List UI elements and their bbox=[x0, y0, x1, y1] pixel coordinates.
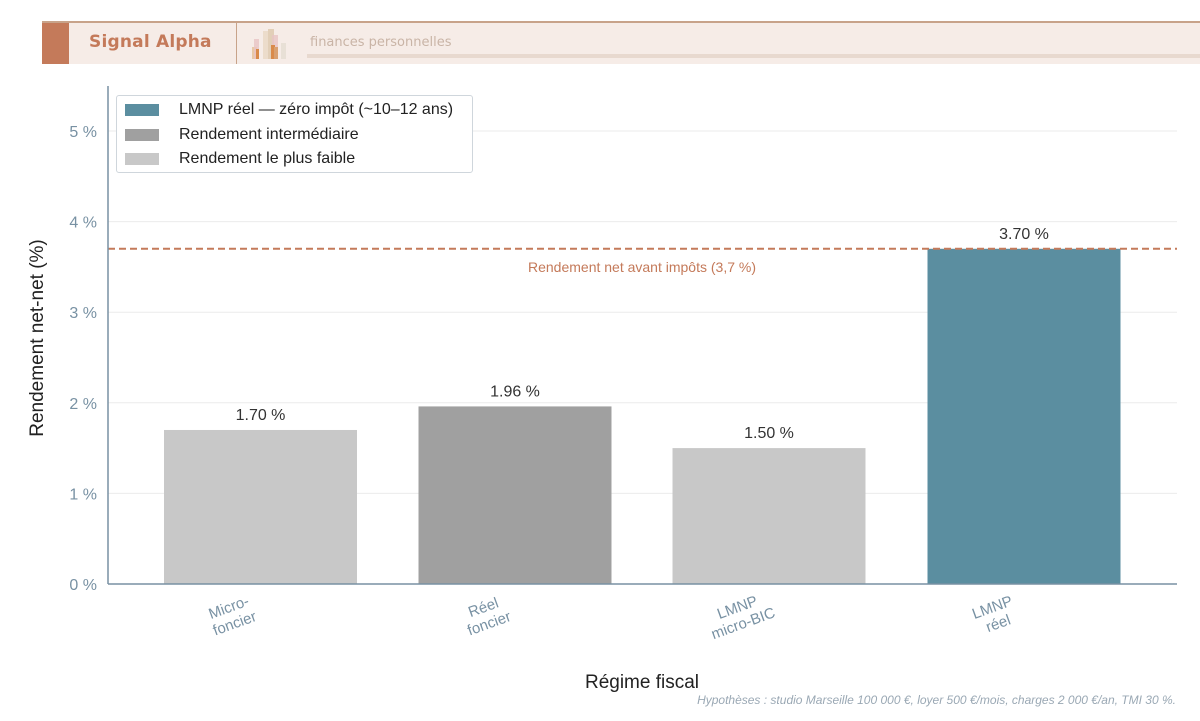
bar-micro-foncier bbox=[164, 429, 357, 584]
legend-swatch bbox=[125, 104, 159, 116]
value-label: 1.50 % bbox=[744, 425, 794, 442]
legend-item-lowest: Rendement le plus faible bbox=[125, 148, 355, 170]
y-tick-label: 3 % bbox=[69, 305, 97, 322]
legend-item-lmnp-reel: LMNP réel — zéro impôt (~10–12 ans) bbox=[125, 99, 453, 121]
chart-legend: LMNP réel — zéro impôt (~10–12 ans) Rend… bbox=[116, 95, 473, 173]
bar-chart-logo-icon bbox=[252, 29, 286, 59]
legend-label: Rendement le plus faible bbox=[179, 150, 356, 167]
value-label: 1.96 % bbox=[490, 383, 540, 400]
bar-lmnp-r-el bbox=[927, 248, 1121, 584]
brand-divider bbox=[236, 23, 237, 64]
legend-label: Rendement intermédiaire bbox=[179, 126, 359, 143]
reference-line: Rendement net avant impôts (3,7 %) bbox=[108, 247, 1177, 275]
y-tick-label: 5 % bbox=[69, 124, 97, 141]
reference-line-label: Rendement net avant impôts (3,7 %) bbox=[528, 259, 756, 275]
bars bbox=[164, 248, 1121, 584]
y-tick-label: 1 % bbox=[69, 486, 97, 503]
tagline-underline bbox=[307, 54, 1200, 58]
bar-r-el-foncier bbox=[418, 406, 612, 584]
y-tick-label: 4 % bbox=[69, 215, 97, 232]
assumptions-footnote: Hypothèses : studio Marseille 100 000 €,… bbox=[697, 693, 1176, 707]
header-banner: Signal Alpha finances personnelles bbox=[42, 21, 1200, 64]
x-tick-label: Micro-foncier bbox=[206, 593, 258, 640]
legend-swatch bbox=[125, 129, 159, 141]
x-axis-title: Régime fiscal bbox=[585, 672, 699, 693]
y-tick-labels: 0 % 1 % 2 % 3 % 4 % 5 % bbox=[69, 124, 97, 594]
bar-lmnp-micro-bic bbox=[672, 448, 866, 584]
y-axis-title: Rendement net-net (%) bbox=[27, 239, 48, 437]
banner-accent-block bbox=[42, 23, 69, 64]
legend-item-intermediate: Rendement intermédiaire bbox=[125, 124, 359, 146]
brand-name: Signal Alpha bbox=[89, 32, 212, 52]
y-tick-label: 0 % bbox=[69, 577, 97, 594]
tagline: finances personnelles bbox=[310, 35, 452, 50]
y-tick-label: 2 % bbox=[69, 396, 97, 413]
legend-label: LMNP réel — zéro impôt (~10–12 ans) bbox=[179, 101, 454, 118]
legend-swatch bbox=[125, 153, 159, 165]
value-labels: 1.70 % 1.96 % 1.50 % 3.70 % bbox=[236, 226, 1049, 442]
value-label: 3.70 % bbox=[999, 226, 1049, 243]
value-label: 1.70 % bbox=[236, 407, 286, 424]
